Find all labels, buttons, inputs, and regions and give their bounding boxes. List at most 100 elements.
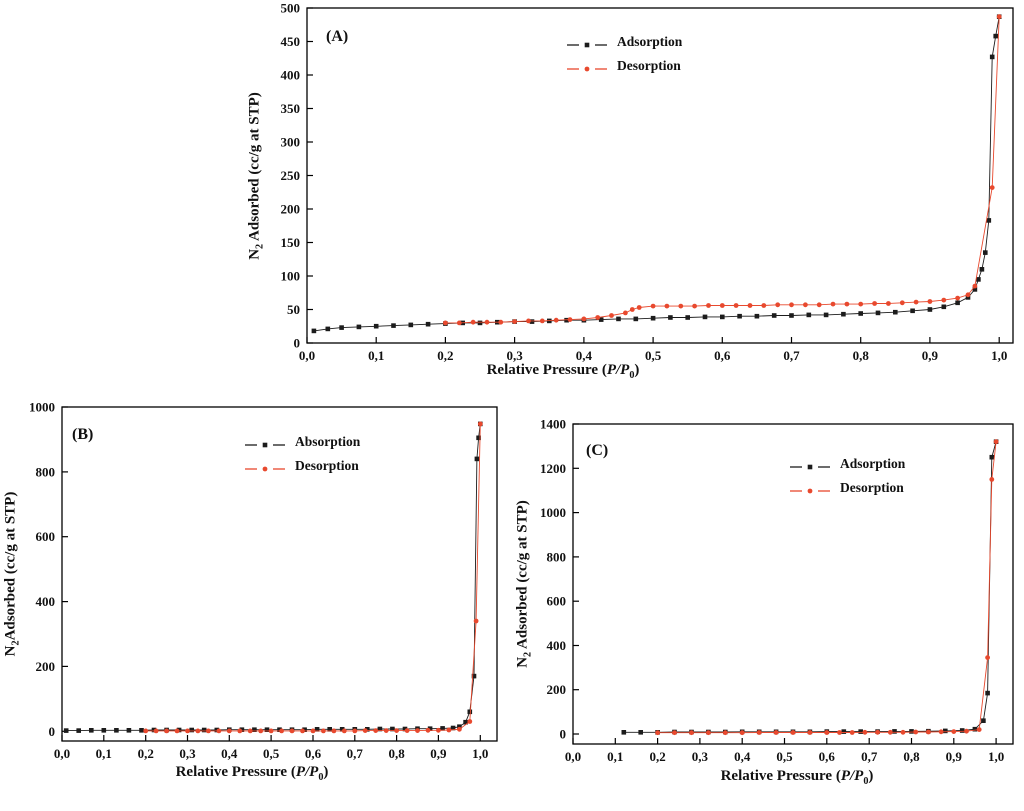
- svg-text:0,7: 0,7: [861, 749, 878, 764]
- legend-item-desorption: Desorption: [565, 54, 682, 78]
- legend-a: Adsorption Desorption: [565, 30, 682, 78]
- absorption-marker-icon: [243, 437, 287, 448]
- svg-text:0,6: 0,6: [819, 749, 836, 764]
- svg-text:400: 400: [281, 68, 301, 83]
- legend-item-desorption: Desorption: [243, 454, 360, 478]
- y-axis-title-c: N2 Adsorbed (cc/g at STP): [515, 500, 534, 668]
- svg-text:150: 150: [281, 235, 301, 250]
- svg-text:0,3: 0,3: [179, 746, 196, 761]
- panel-label-c: (C): [586, 442, 609, 459]
- svg-text:50: 50: [287, 302, 300, 317]
- svg-text:0,5: 0,5: [263, 746, 280, 761]
- xlabel-sub: 0: [629, 370, 635, 381]
- legend-label: Desorption: [617, 58, 681, 73]
- legend-label: Desorption: [840, 480, 904, 495]
- svg-text:0,7: 0,7: [783, 348, 800, 363]
- ylabel-base: N: [2, 645, 19, 657]
- legend-c: Adsorption Desorption: [788, 452, 905, 500]
- legend-label: Adsorption: [617, 34, 683, 49]
- desorption-marker-icon: [243, 461, 287, 472]
- svg-text:200: 200: [281, 202, 301, 217]
- svg-text:0,3: 0,3: [506, 348, 523, 363]
- svg-text:450: 450: [281, 34, 301, 49]
- xlabel-pre: Relative Pressure (: [175, 764, 296, 780]
- xlabel-sub: 0: [318, 772, 324, 783]
- svg-text:1200: 1200: [540, 461, 566, 476]
- chart-panel-c: 0,0 0,1 0,2 0,3 0,4 0,5 0,6 0,7 0,8 0,9 1,0 0 200 400…: [510, 398, 1024, 806]
- svg-text:0,2: 0,2: [437, 348, 453, 363]
- xlabel-italic: P/P: [840, 768, 864, 784]
- svg-text:0,7: 0,7: [347, 746, 364, 761]
- adsorption-marker-icon: [788, 459, 832, 470]
- svg-text:0,2: 0,2: [138, 746, 154, 761]
- svg-text:0,0: 0,0: [565, 749, 581, 764]
- svg-text:1,0: 1,0: [472, 746, 488, 761]
- x-axis-title-c: Relative Pressure (P/P0): [721, 768, 874, 787]
- svg-text:1400: 1400: [540, 417, 566, 432]
- svg-text:0: 0: [560, 727, 567, 742]
- svg-text:0,5: 0,5: [776, 749, 793, 764]
- plot-svg: 0,0 0,1 0,2 0,3 0,4 0,5 0,6 0,7 0,8 0,9 1,0 0 200 400…: [29, 400, 498, 761]
- legend-label: Desorption: [295, 458, 359, 473]
- svg-text:1000: 1000: [29, 400, 55, 415]
- xlabel-post: ): [634, 362, 640, 378]
- svg-text:200: 200: [36, 659, 56, 674]
- plot-area-c: 0,0 0,1 0,2 0,3 0,4 0,5 0,6 0,7 0,8 0,9 1,0 0 200 400…: [510, 398, 1024, 806]
- legend-item-adsorption: Adsorption: [788, 452, 905, 476]
- ylabel-rest: Adsorbed (cc/g at STP): [2, 491, 19, 641]
- svg-text:350: 350: [281, 101, 301, 116]
- svg-text:0,3: 0,3: [692, 749, 709, 764]
- legend-item-absorption: Absorption: [243, 430, 360, 454]
- chart-panel-b: 0,0 0,1 0,2 0,3 0,4 0,5 0,6 0,7 0,8 0,9 1,0 0 200 400…: [0, 398, 508, 806]
- legend-item-adsorption: Adsorption: [565, 30, 682, 54]
- svg-text:0,4: 0,4: [734, 749, 751, 764]
- chart-panel-a: 0,0 0,1 0,2 0,3 0,4 0,5 0,6 0,7 0,8 0,9 1,0 0 50 100 1…: [238, 0, 1024, 392]
- panel-label-a: (A): [326, 28, 349, 45]
- svg-text:0,2: 0,2: [649, 749, 665, 764]
- ylabel-sub: 2: [254, 243, 266, 249]
- ylabel-rest: Adsorbed (cc/g at STP): [246, 92, 263, 244]
- desorption-marker-icon: [788, 483, 832, 494]
- y-axis-title-a: N2 Adsorbed (cc/g at STP): [247, 92, 266, 260]
- svg-text:0: 0: [294, 336, 301, 351]
- svg-text:0,6: 0,6: [305, 746, 322, 761]
- ylabel-base: N: [514, 656, 531, 668]
- xlabel-italic: P/P: [606, 362, 630, 378]
- svg-text:0,0: 0,0: [299, 348, 315, 363]
- svg-text:0,8: 0,8: [903, 749, 920, 764]
- svg-text:0,1: 0,1: [96, 746, 112, 761]
- svg-text:300: 300: [281, 135, 301, 150]
- svg-text:0: 0: [49, 724, 56, 739]
- svg-text:800: 800: [36, 464, 56, 479]
- legend-item-desorption: Desorption: [788, 476, 905, 500]
- plot-svg: 0,0 0,1 0,2 0,3 0,4 0,5 0,6 0,7 0,8 0,9 1,0 0 50 100 1…: [281, 1, 1014, 363]
- plot-svg: 0,0 0,1 0,2 0,3 0,4 0,5 0,6 0,7 0,8 0,9 1,0 0 200 400…: [540, 417, 1014, 764]
- xlabel-italic: P/P: [295, 764, 319, 780]
- svg-text:0,5: 0,5: [645, 348, 662, 363]
- svg-text:0,4: 0,4: [221, 746, 238, 761]
- ylabel-base: N: [246, 248, 263, 260]
- ylabel-sub: 2: [522, 651, 534, 657]
- svg-text:500: 500: [281, 1, 301, 16]
- svg-text:0,1: 0,1: [368, 348, 384, 363]
- ylabel-sub: 2: [10, 640, 22, 646]
- svg-text:0,1: 0,1: [607, 749, 623, 764]
- xlabel-sub: 0: [863, 776, 869, 787]
- xlabel-post: ): [323, 764, 329, 780]
- svg-text:0,0: 0,0: [54, 746, 70, 761]
- svg-text:250: 250: [281, 168, 301, 183]
- x-axis-title-b: Relative Pressure (P/P0): [176, 764, 329, 783]
- xlabel-pre: Relative Pressure (: [720, 768, 841, 784]
- svg-text:0,4: 0,4: [576, 348, 593, 363]
- svg-text:800: 800: [547, 549, 567, 564]
- svg-text:0,9: 0,9: [922, 348, 939, 363]
- y-axis-title-b: N2Adsorbed (cc/g at STP): [3, 492, 22, 657]
- svg-text:0,9: 0,9: [430, 746, 447, 761]
- svg-text:400: 400: [547, 638, 567, 653]
- legend-label: Absorption: [295, 434, 361, 449]
- desorption-marker-icon: [565, 61, 609, 72]
- xlabel-pre: Relative Pressure (: [486, 362, 607, 378]
- svg-text:600: 600: [547, 594, 567, 609]
- svg-text:400: 400: [36, 594, 56, 609]
- plot-area-a: 0,0 0,1 0,2 0,3 0,4 0,5 0,6 0,7 0,8 0,9 1,0 0 50 100 1…: [238, 0, 1024, 392]
